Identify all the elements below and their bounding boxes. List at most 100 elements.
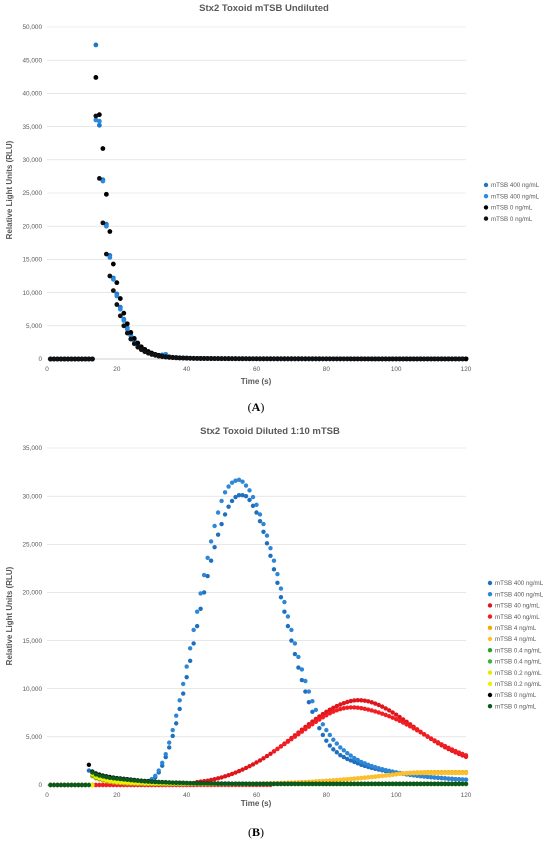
data-point	[205, 573, 210, 579]
data-point	[275, 580, 280, 585]
data-point	[338, 781, 343, 787]
legend-marker	[487, 592, 493, 597]
data-point	[380, 711, 385, 716]
legend-marker	[487, 648, 493, 653]
data-point	[243, 781, 249, 786]
data-point	[229, 356, 235, 362]
data-point	[184, 780, 189, 786]
data-point	[380, 704, 385, 709]
legend-marker	[487, 603, 493, 608]
data-point	[261, 356, 266, 362]
data-point	[365, 356, 371, 362]
data-point	[167, 740, 172, 745]
data-point	[439, 742, 444, 747]
legend-entry: mTSB 4 ng/mL	[495, 636, 537, 643]
data-point	[86, 782, 92, 788]
y-tick-label: 15,000	[22, 638, 42, 645]
data-point	[373, 764, 378, 770]
data-point	[212, 356, 218, 362]
data-point	[327, 707, 333, 712]
data-point	[397, 714, 402, 720]
data-point	[271, 356, 277, 362]
data-point	[107, 255, 113, 260]
data-point	[418, 730, 423, 735]
data-point	[229, 781, 235, 786]
data-point	[240, 781, 245, 786]
data-point	[442, 770, 448, 776]
data-point	[386, 714, 392, 719]
data-point	[131, 341, 137, 347]
series-points	[48, 492, 469, 788]
chart-title-a: Stx2 Toxoid mTSB Undiluted	[199, 3, 329, 14]
data-point	[303, 689, 308, 694]
data-point	[117, 313, 123, 319]
data-point	[233, 770, 238, 775]
data-point	[198, 356, 204, 361]
data-point	[390, 772, 395, 777]
data-point	[432, 781, 437, 787]
y-tick-label: 25,000	[22, 190, 42, 197]
data-point	[331, 705, 336, 710]
data-point	[86, 762, 92, 767]
data-point	[240, 356, 245, 362]
data-point	[355, 757, 360, 763]
data-point	[390, 781, 395, 787]
data-point	[296, 781, 301, 787]
data-point	[261, 521, 266, 527]
data-point	[425, 774, 430, 779]
data-point	[212, 523, 217, 529]
data-point	[362, 761, 367, 766]
data-point	[247, 497, 252, 503]
data-point	[275, 356, 280, 362]
y-tick-label: 5,000	[26, 734, 42, 741]
data-point	[428, 781, 434, 787]
data-point	[264, 533, 270, 538]
data-point	[345, 705, 350, 710]
data-point	[421, 356, 427, 362]
data-point	[170, 780, 175, 785]
data-point	[76, 356, 81, 362]
data-point	[100, 178, 106, 184]
data-point	[390, 710, 395, 715]
chart-title-b: Stx2 Toxoid Diluted 1:10 mTSB	[200, 426, 340, 437]
y-tick-label: 5,000	[26, 323, 42, 330]
data-point	[222, 356, 228, 362]
data-point	[351, 356, 357, 362]
data-point	[236, 477, 242, 482]
data-point	[86, 768, 92, 773]
data-point	[355, 776, 360, 781]
y-tick-label: 30,000	[22, 493, 42, 500]
data-point	[146, 779, 151, 784]
data-point	[254, 760, 259, 765]
data-point	[289, 627, 294, 633]
y-axis-label-a: Relative Light Units (RLU)	[5, 140, 14, 239]
data-point	[275, 781, 280, 787]
data-point	[397, 781, 402, 787]
data-point	[421, 781, 427, 787]
data-point	[376, 774, 381, 779]
data-point	[372, 356, 378, 362]
data-point	[100, 146, 106, 151]
data-point	[212, 781, 217, 786]
data-point	[348, 753, 353, 758]
data-point	[435, 781, 441, 787]
data-point	[93, 75, 99, 80]
data-point	[212, 544, 217, 550]
data-point	[268, 781, 273, 787]
data-point	[222, 774, 228, 779]
data-point	[229, 480, 235, 485]
data-point	[226, 772, 231, 778]
data-point	[278, 595, 284, 600]
data-point	[268, 751, 273, 756]
data-point	[383, 712, 388, 718]
data-point	[432, 770, 437, 776]
data-point	[306, 699, 312, 705]
data-point	[250, 503, 256, 508]
data-point	[58, 782, 64, 788]
data-point	[177, 355, 183, 361]
data-point	[428, 774, 434, 780]
x-tick-label: 40	[183, 366, 191, 373]
x-tick-label: 80	[323, 366, 331, 373]
data-point	[236, 492, 242, 498]
data-point	[435, 356, 441, 362]
